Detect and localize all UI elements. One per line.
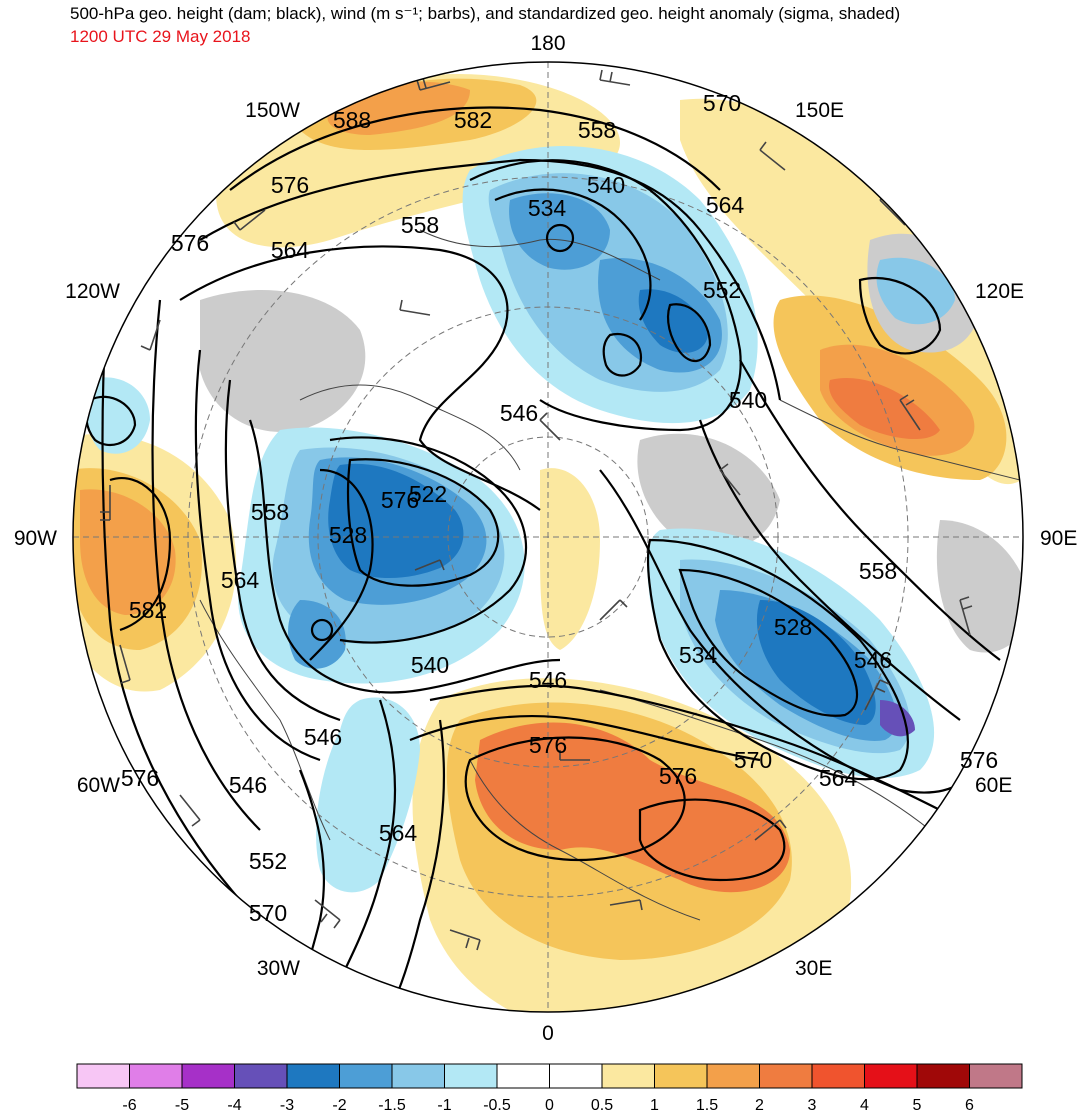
contour-label: 576 <box>271 172 309 198</box>
contour-label: 570 <box>734 747 772 773</box>
meridian-label: 90E <box>1040 527 1077 550</box>
meridian-label: 0 <box>542 1022 554 1045</box>
colorbar-swatch <box>969 1063 1023 1089</box>
meridian-label: 60W <box>77 774 120 797</box>
colorbar-swatch <box>129 1063 183 1089</box>
contour-label: 576 <box>381 487 419 513</box>
contour-label: 540 <box>411 652 449 678</box>
contour-label: 546 <box>529 667 567 693</box>
colorbar-tick-label: 2 <box>755 1097 764 1112</box>
contour-label: 564 <box>221 567 260 593</box>
map-valid-time: 1200 UTC 29 May 2018 <box>70 27 251 46</box>
colorbar-swatch <box>181 1063 235 1089</box>
colorbar-tick-label: 0.5 <box>591 1097 613 1112</box>
contour-label: 552 <box>703 277 741 303</box>
contour-label: 558 <box>578 117 616 143</box>
colorbar-swatch <box>339 1063 393 1089</box>
map-title: 500-hPa geo. height (dam; black), wind (… <box>70 4 901 23</box>
colorbar-tick-label: -4 <box>227 1097 241 1112</box>
colorbar-swatch <box>286 1063 340 1089</box>
colorbar-swatch <box>601 1063 655 1089</box>
graticule <box>73 62 1023 1012</box>
colorbar-tick-label: -1 <box>437 1097 451 1112</box>
colorbar-tick-label: 5 <box>913 1097 922 1112</box>
colorbar-tick-label: 1 <box>650 1097 659 1112</box>
colorbar-swatch <box>811 1063 865 1089</box>
colorbar-swatch <box>654 1063 708 1089</box>
contour-label: 564 <box>271 237 310 263</box>
colorbar-tick-label: -0.5 <box>483 1097 511 1112</box>
colorbar-tick-label: 4 <box>860 1097 869 1112</box>
contour-labels: 588 582 570 558 540 534 564 576 576 564 558 552 546 5… <box>121 90 998 926</box>
colorbar-swatch <box>759 1063 813 1089</box>
contour-label: 582 <box>454 107 492 133</box>
contour-label: 558 <box>401 212 439 238</box>
meridian-label: 90W <box>14 527 57 550</box>
colorbar-tick-label: -5 <box>175 1097 189 1112</box>
contour-label: 576 <box>529 732 567 758</box>
colorbar-swatch <box>916 1063 970 1089</box>
meridian-label: 30E <box>795 957 832 980</box>
contour-label: 546 <box>229 772 267 798</box>
contour-label: 534 <box>528 195 567 221</box>
colorbar-swatch <box>76 1063 130 1089</box>
contour-label: 534 <box>679 642 718 668</box>
meridian-label: 30W <box>257 957 300 980</box>
contour-label: 540 <box>729 387 767 413</box>
contour-label: 564 <box>379 820 418 846</box>
contour-label: 576 <box>659 763 697 789</box>
meridian-label: 150E <box>795 99 844 122</box>
colorbar-swatch <box>706 1063 760 1089</box>
colorbar-tick-label: 0 <box>545 1097 554 1112</box>
contour-label: 588 <box>333 107 371 133</box>
contour-label: 570 <box>249 900 287 926</box>
contour-label: 564 <box>706 192 745 218</box>
colorbar-tick-label: 6 <box>965 1097 974 1112</box>
colorbar-swatch <box>549 1063 603 1089</box>
colorbar-tick-label: 3 <box>808 1097 817 1112</box>
colorbar: -6 -5 -4 -3 -2 -1.5 -1 -0.5 0 0.5 1 1.5 2 3 4 5 6 <box>76 1063 1023 1112</box>
contour-label: 546 <box>304 724 342 750</box>
contour-label: 528 <box>774 614 812 640</box>
contour-label: 582 <box>129 597 167 623</box>
meridian-label: 120W <box>65 280 120 303</box>
contour-label: 576 <box>171 230 209 256</box>
colorbar-tick-label: -3 <box>280 1097 294 1112</box>
colorbar-swatch <box>391 1063 445 1089</box>
contour-label: 558 <box>859 558 897 584</box>
contour-label: 558 <box>251 499 289 525</box>
meridian-label: 150W <box>245 99 300 122</box>
colorbar-tick-label: -2 <box>332 1097 346 1112</box>
colorbar-tick-label: -6 <box>122 1097 136 1112</box>
colorbar-tick-label: 1.5 <box>696 1097 718 1112</box>
contour-label: 570 <box>703 90 741 116</box>
contour-label: 564 <box>819 765 858 791</box>
colorbar-swatch <box>444 1063 498 1089</box>
colorbar-swatch <box>234 1063 288 1089</box>
contour-label: 528 <box>329 522 367 548</box>
contour-label: 540 <box>587 172 625 198</box>
contour-label: 576 <box>121 765 159 791</box>
meridian-label: 120E <box>975 280 1024 303</box>
map-boundary <box>72 61 1024 1013</box>
coastlines <box>199 229 1021 921</box>
contour-label: 546 <box>854 647 892 673</box>
contour-label: 546 <box>500 400 538 426</box>
meridian-label: 60E <box>975 774 1012 797</box>
meridian-labels: 180 150E 120E 90E 60E 30E 0 30W 60W 90W 120W 150W <box>14 32 1078 1045</box>
colorbar-swatch <box>864 1063 918 1089</box>
colorbar-tick-label: -1.5 <box>378 1097 406 1112</box>
contour-label: 576 <box>960 747 998 773</box>
colorbar-swatch <box>496 1063 550 1089</box>
meridian-label: 180 <box>530 32 565 55</box>
height-contours <box>85 106 1001 1011</box>
contour-label: 522 <box>409 481 447 507</box>
contour-label: 552 <box>249 848 287 874</box>
